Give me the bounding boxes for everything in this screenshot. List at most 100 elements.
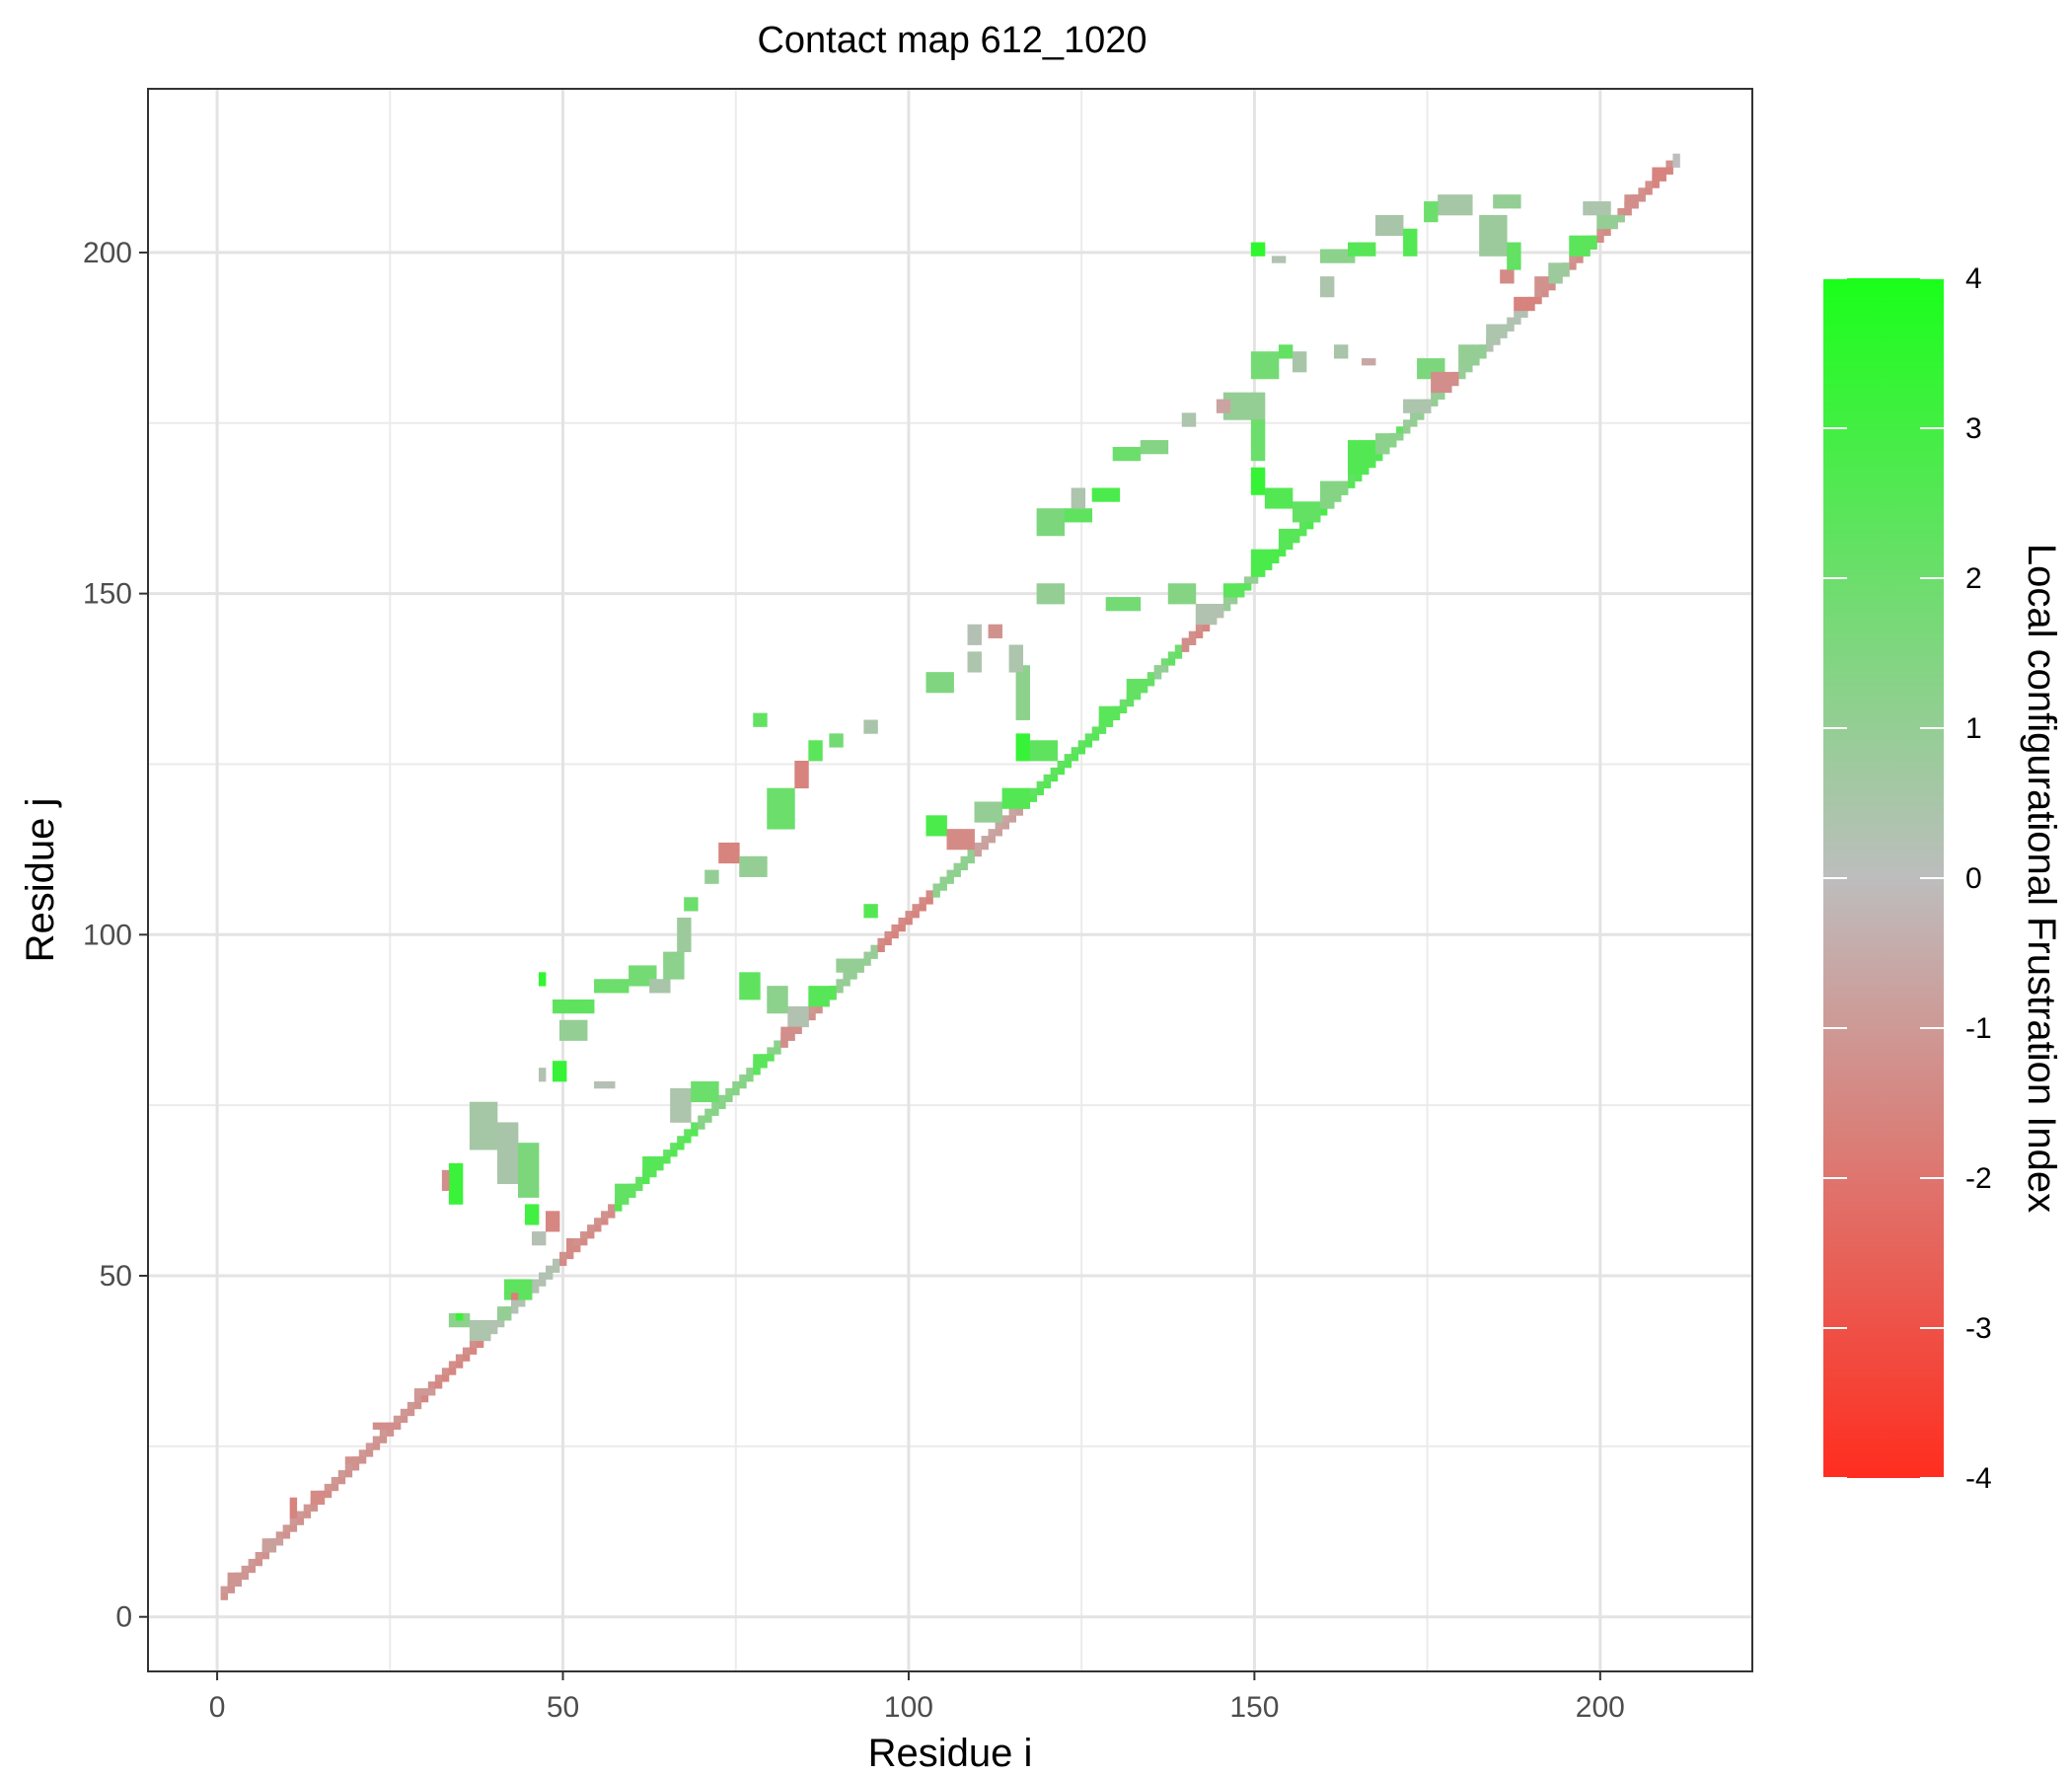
colorbar-tick-label: 3 <box>1965 412 1982 445</box>
contact-cell <box>1507 249 1515 257</box>
contact-cell <box>739 972 747 980</box>
contact-cell <box>1015 705 1023 714</box>
contact-cell <box>455 1169 464 1178</box>
contact-cell <box>1326 494 1335 502</box>
contact-cell <box>1015 685 1023 694</box>
contact-cell <box>808 754 816 762</box>
contact-cell <box>746 986 754 994</box>
contact-cell <box>441 1374 450 1382</box>
colorbar-tick-label: -2 <box>1965 1162 1992 1195</box>
contact-cell <box>1057 597 1066 605</box>
contact-cell <box>510 1169 519 1178</box>
contact-cell <box>1271 501 1280 509</box>
contact-cell <box>1520 296 1528 305</box>
contact-cell <box>503 1279 512 1287</box>
contact-cell <box>1077 494 1086 502</box>
contact-cell <box>1652 181 1660 188</box>
contact-cell <box>1140 685 1148 694</box>
contact-cell <box>787 1019 795 1028</box>
contact-cell <box>538 1279 547 1287</box>
contact-cell <box>1333 344 1342 352</box>
contact-cell <box>684 904 692 912</box>
contact-cell <box>1243 412 1252 420</box>
contact-cell <box>663 986 671 994</box>
contact-cell <box>1583 235 1591 243</box>
contact-cell <box>677 1101 685 1110</box>
contact-cell <box>1312 501 1321 509</box>
contact-cell <box>275 1531 284 1539</box>
contact-cell <box>836 958 844 966</box>
contact-cell <box>1050 522 1059 530</box>
contact-cell <box>1298 515 1307 523</box>
contact-cell <box>1590 235 1597 243</box>
contact-cell <box>1264 501 1273 509</box>
contact-cell <box>1236 392 1245 400</box>
contact-cell <box>1133 692 1142 701</box>
contact-cell <box>1347 474 1356 481</box>
contact-cell <box>725 849 733 857</box>
contact-cell <box>1583 242 1591 250</box>
contact-cell <box>808 993 816 1000</box>
contact-cell <box>1340 344 1349 352</box>
contact-cell <box>1403 242 1411 250</box>
contact-cell <box>932 672 940 680</box>
contact-cell <box>469 1115 478 1123</box>
contact-cell <box>1250 562 1259 570</box>
contact-cell <box>448 1169 457 1178</box>
contact-cell <box>663 1156 671 1164</box>
contact-cell <box>517 1279 526 1287</box>
contact-cell <box>794 780 802 789</box>
contact-cell <box>1479 214 1487 223</box>
contact-cell <box>1451 207 1459 216</box>
contact-cell <box>1500 324 1508 332</box>
contact-cell <box>1424 365 1432 373</box>
contact-cell <box>1264 562 1273 570</box>
contact-cell <box>670 1149 678 1157</box>
contact-cell <box>455 1176 464 1185</box>
contact-cell <box>489 1143 498 1150</box>
contact-cell <box>988 801 996 809</box>
contact-cell <box>1222 406 1231 413</box>
contact-cell <box>296 1517 305 1525</box>
contact-cell <box>1278 542 1287 551</box>
contact-cell <box>1410 235 1418 243</box>
contact-cell <box>1043 780 1052 789</box>
contact-cell <box>925 685 933 694</box>
contact-cell <box>1271 555 1280 563</box>
contact-cell <box>1064 754 1073 762</box>
contact-cell <box>1431 358 1439 366</box>
contact-cell <box>1008 651 1016 659</box>
contact-cell <box>1362 467 1369 476</box>
contact-cell <box>925 672 933 680</box>
contact-cell <box>1472 358 1480 366</box>
x-tick-label: 200 <box>1576 1691 1625 1724</box>
contact-cell <box>538 1272 547 1280</box>
contact-cell <box>967 651 975 659</box>
contact-cell <box>1382 228 1390 237</box>
contact-cell <box>1438 378 1445 387</box>
contact-cell <box>1347 446 1356 455</box>
contact-cell <box>482 1136 491 1144</box>
contact-cell <box>967 842 975 851</box>
contact-cell <box>1375 221 1383 230</box>
contact-cell <box>1236 406 1245 413</box>
contact-cell <box>496 1313 505 1321</box>
contact-cell <box>1431 365 1439 373</box>
contact-cell <box>953 869 961 877</box>
contact-cell <box>787 1033 795 1041</box>
contact-cell <box>1036 740 1045 748</box>
contact-cell <box>1271 549 1280 556</box>
contact-cell <box>622 986 629 994</box>
contact-cell <box>898 918 906 925</box>
contact-cell <box>317 1497 326 1506</box>
y-tick-label: 0 <box>115 1601 132 1634</box>
contact-cell <box>1403 399 1411 407</box>
contact-cell <box>1514 194 1521 202</box>
contact-cell <box>553 1061 560 1069</box>
contact-cell <box>1424 406 1432 413</box>
contact-cell <box>808 1012 816 1021</box>
contact-cell <box>1222 583 1231 591</box>
contact-cell <box>407 1401 415 1410</box>
contact-cell <box>1050 508 1059 516</box>
contact-cell <box>1396 426 1404 434</box>
